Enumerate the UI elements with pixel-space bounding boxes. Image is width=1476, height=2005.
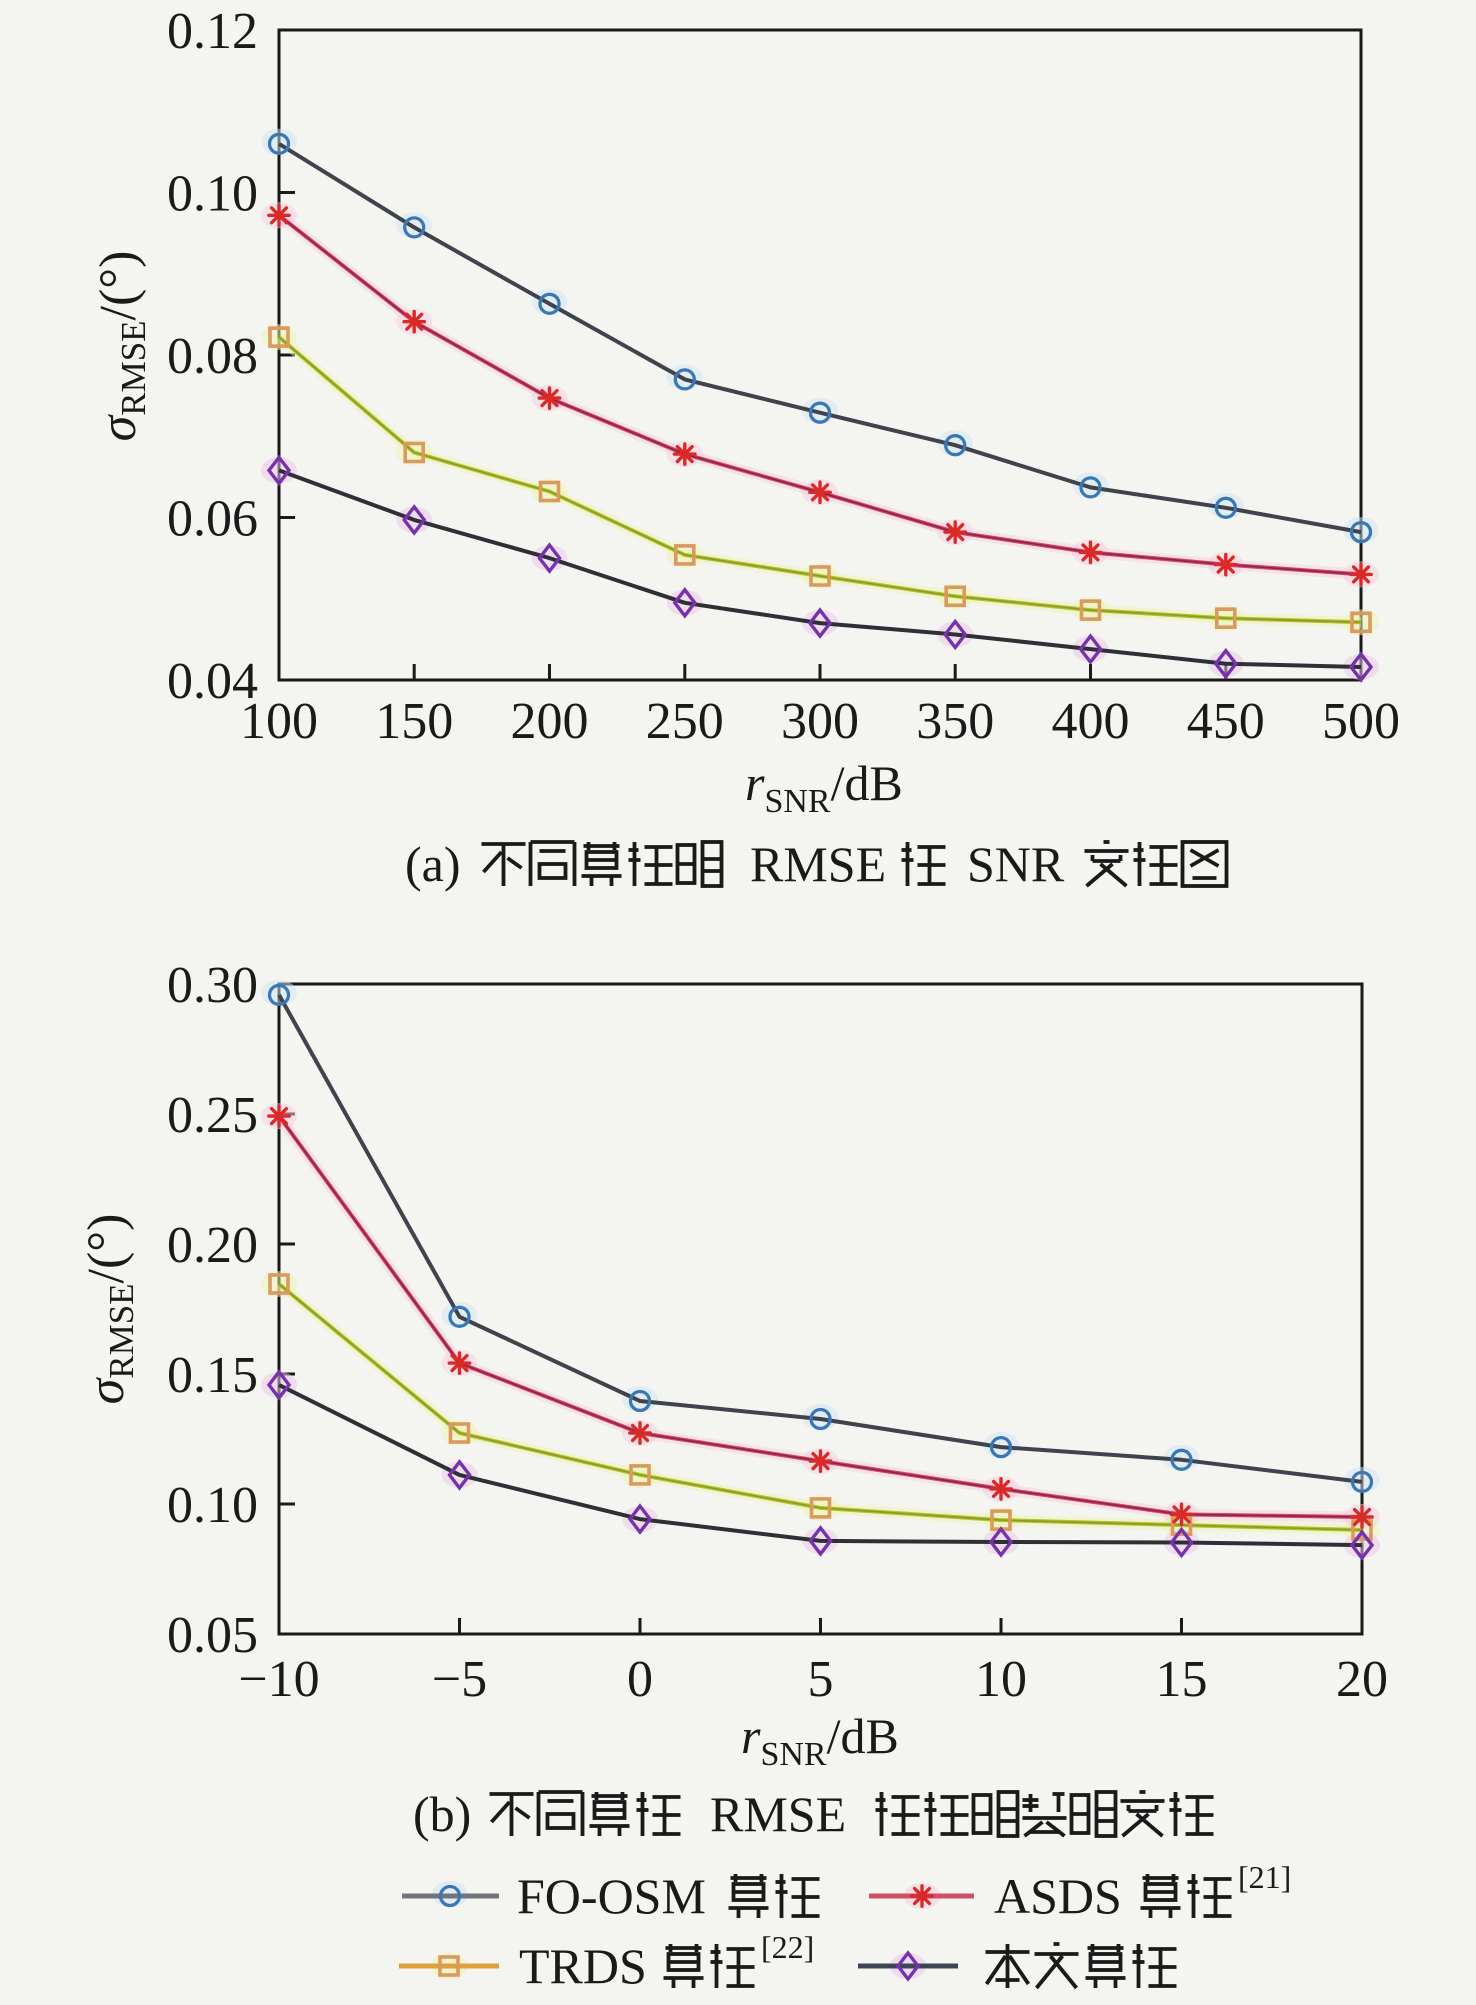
svg-text:100: 100: [240, 693, 318, 750]
svg-text:0.10: 0.10: [167, 166, 258, 223]
svg-text:0.20: 0.20: [167, 1217, 258, 1274]
svg-text:400: 400: [1052, 693, 1130, 750]
svg-text:200: 200: [511, 693, 589, 750]
svg-text:0.05: 0.05: [167, 1607, 258, 1664]
svg-text:0.25: 0.25: [167, 1087, 258, 1144]
svg-text:0: 0: [627, 1651, 653, 1708]
svg-text:[21]: [21]: [1238, 1859, 1291, 1895]
svg-text:ASDS: ASDS: [994, 1868, 1122, 1924]
svg-text:0.06: 0.06: [167, 491, 258, 548]
svg-text:SNR: SNR: [967, 836, 1065, 892]
svg-text:FO-OSM: FO-OSM: [517, 1868, 706, 1924]
svg-text:0.08: 0.08: [167, 328, 258, 385]
svg-text:0.04: 0.04: [167, 653, 258, 710]
svg-text:[22]: [22]: [761, 1929, 814, 1965]
svg-text:350: 350: [916, 693, 994, 750]
svg-text:300: 300: [781, 693, 859, 750]
svg-text:rSNR/dB: rSNR/dB: [745, 755, 903, 820]
svg-text:5: 5: [808, 1651, 834, 1708]
svg-text:−5: −5: [432, 1651, 487, 1708]
svg-text:250: 250: [646, 693, 724, 750]
svg-text:0.30: 0.30: [167, 957, 258, 1014]
svg-text:−10: −10: [238, 1651, 319, 1708]
svg-text:20: 20: [1336, 1651, 1388, 1708]
svg-text:(b): (b): [413, 1786, 471, 1842]
svg-text:0.15: 0.15: [167, 1347, 258, 1404]
svg-text:rSNR/dB: rSNR/dB: [741, 1708, 899, 1773]
svg-text:150: 150: [375, 693, 453, 750]
svg-text:10: 10: [975, 1651, 1027, 1708]
svg-text:450: 450: [1187, 693, 1265, 750]
svg-text:TRDS: TRDS: [519, 1938, 647, 1994]
svg-text:0.12: 0.12: [167, 3, 258, 60]
svg-text:RMSE: RMSE: [750, 836, 886, 892]
svg-text:RMSE: RMSE: [710, 1786, 846, 1842]
svg-text:500: 500: [1322, 693, 1400, 750]
svg-text:σRMSE/(°): σRMSE/(°): [90, 251, 153, 442]
svg-text:(a): (a): [405, 836, 461, 892]
svg-text:15: 15: [1156, 1651, 1208, 1708]
svg-text:σRMSE/(°): σRMSE/(°): [78, 1214, 141, 1405]
svg-text:0.10: 0.10: [167, 1477, 258, 1534]
